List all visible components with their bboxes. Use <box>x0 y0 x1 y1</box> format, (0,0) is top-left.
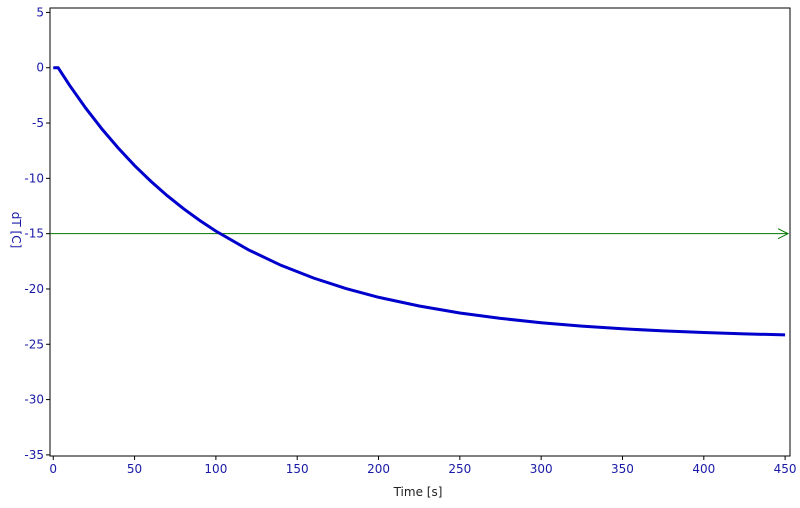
y-tick-label: 5 <box>36 5 44 19</box>
x-tick-label: 200 <box>367 462 390 476</box>
x-tick-label: 400 <box>692 462 715 476</box>
x-tick-label: 250 <box>448 462 471 476</box>
reference-arrow <box>777 228 790 240</box>
y-tick-label: -20 <box>24 282 44 296</box>
x-axis-label: Time [s] <box>393 485 443 499</box>
y-tick-label: -25 <box>24 337 44 351</box>
x-tick-label: 100 <box>204 462 227 476</box>
x-tick-label: 0 <box>49 462 57 476</box>
plot-frame <box>49 7 791 457</box>
y-axis-label: dT [C] <box>9 212 23 249</box>
x-tick-label: 150 <box>286 462 309 476</box>
x-tick-label: 350 <box>611 462 634 476</box>
x-tick-label: 50 <box>127 462 142 476</box>
data-line <box>53 66 786 337</box>
y-tick-label: -35 <box>24 448 44 462</box>
x-tick-label: 300 <box>530 462 553 476</box>
y-tick-label: -5 <box>32 116 44 130</box>
y-tick-label: -30 <box>24 393 44 407</box>
y-tick-label: -10 <box>24 171 44 185</box>
y-tick-label: -15 <box>24 227 44 241</box>
y-tick-label: 0 <box>36 61 44 75</box>
x-tick-label: 450 <box>774 462 797 476</box>
